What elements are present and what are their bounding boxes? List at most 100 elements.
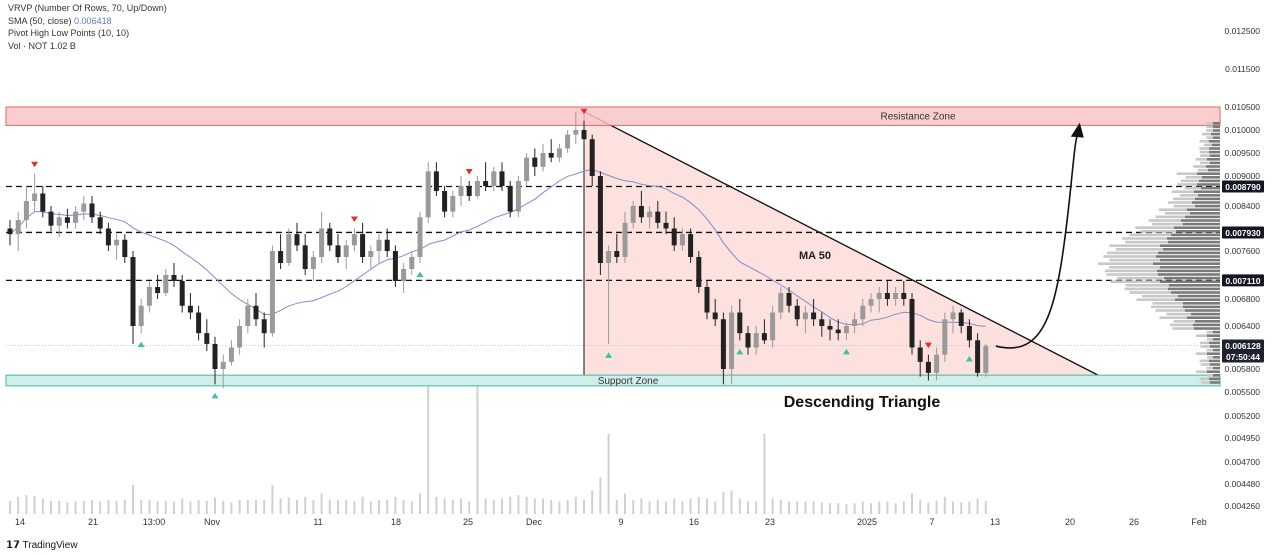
profile-bar-up bbox=[1103, 255, 1156, 258]
volume-bar bbox=[763, 434, 766, 514]
candle-body bbox=[638, 206, 644, 218]
volume-bar bbox=[91, 500, 93, 514]
candle-body bbox=[876, 293, 882, 299]
profile-bar-down bbox=[1187, 208, 1220, 211]
candle-body bbox=[130, 257, 136, 326]
profile-bar-up bbox=[1196, 352, 1207, 355]
volume-bar bbox=[394, 496, 397, 514]
profile-bar-up bbox=[1125, 240, 1168, 244]
indicator-legend: VRVP (Number Of Rows, 70, Up/Down) SMA (… bbox=[8, 2, 167, 52]
profile-bar-down bbox=[1169, 284, 1220, 287]
volume-bar bbox=[197, 500, 200, 514]
tradingview-logo[interactable]: 𝟭𝟳 TradingView bbox=[6, 540, 78, 551]
profile-bar-up bbox=[1115, 248, 1163, 251]
candle-body bbox=[827, 326, 833, 330]
volume-bar bbox=[574, 496, 577, 514]
candle-body bbox=[556, 148, 562, 158]
profile-bar-down bbox=[1181, 219, 1220, 222]
candle-body bbox=[56, 217, 62, 226]
volume-bar bbox=[123, 500, 126, 514]
profile-bar-up bbox=[1199, 377, 1209, 381]
profile-bar-down bbox=[1176, 230, 1220, 233]
candle-body bbox=[466, 186, 472, 196]
volume-bar bbox=[542, 498, 544, 514]
profile-bar-up bbox=[1109, 258, 1160, 262]
profile-bar-down bbox=[1174, 226, 1220, 229]
profile-bar-down bbox=[1183, 305, 1220, 309]
profile-bar-up bbox=[1200, 161, 1210, 165]
profile-bar-up bbox=[1180, 179, 1199, 183]
volume-bar bbox=[222, 500, 225, 514]
candle-body bbox=[294, 234, 300, 246]
volume-legend[interactable]: Vol · NOT 1.02 B bbox=[8, 40, 76, 51]
candle-body bbox=[835, 329, 841, 334]
descending-trendline bbox=[583, 111, 1099, 376]
candle-body bbox=[950, 312, 956, 320]
profile-bar-up bbox=[1139, 230, 1176, 233]
profile-bar-down bbox=[1212, 143, 1220, 147]
profile-bar-down bbox=[1213, 338, 1220, 341]
volume-bar bbox=[82, 500, 85, 514]
candle-body bbox=[614, 251, 620, 257]
profile-bar-down bbox=[1208, 168, 1220, 172]
volume-bar bbox=[812, 501, 815, 514]
vrvp-legend[interactable]: VRVP (Number Of Rows, 70, Up/Down) bbox=[8, 3, 167, 13]
pivot-markers bbox=[31, 108, 973, 399]
profile-bar-up bbox=[1172, 327, 1194, 330]
volume-bar bbox=[255, 500, 257, 514]
volume-bar bbox=[33, 496, 36, 514]
candle-body bbox=[934, 354, 940, 373]
profile-bar-up bbox=[1125, 284, 1169, 287]
profile-bar-up bbox=[1202, 132, 1211, 136]
profile-bar-down bbox=[1168, 287, 1220, 291]
profile-bar-down bbox=[1158, 273, 1220, 276]
price-tick-label: 0.010500 bbox=[1225, 102, 1261, 112]
volume-bar bbox=[558, 501, 561, 514]
candle-body bbox=[745, 333, 751, 348]
candle-body bbox=[212, 343, 218, 369]
profile-bar-down bbox=[1211, 132, 1220, 136]
price-axis[interactable]: 0.012500 0.011500 0.010500 0.010000 0.009500… bbox=[1225, 26, 1261, 511]
profile-bar-down bbox=[1213, 348, 1220, 352]
candle-body bbox=[376, 239, 382, 251]
volume-bar bbox=[107, 500, 110, 514]
profile-bar-up bbox=[1151, 222, 1183, 226]
volume-bar bbox=[599, 477, 602, 514]
candle-body bbox=[417, 217, 423, 257]
price-tick-label: 0.009000 bbox=[1225, 171, 1261, 181]
candle-body bbox=[392, 251, 398, 281]
candle-body bbox=[163, 275, 169, 293]
price-tag-bg bbox=[1222, 350, 1264, 363]
candle-body bbox=[753, 333, 759, 348]
volume-bar bbox=[755, 501, 758, 514]
volume-bar bbox=[132, 484, 134, 514]
volume-bar bbox=[353, 501, 356, 514]
price-tick-label: 0.010000 bbox=[1225, 125, 1261, 135]
volume-bar bbox=[443, 498, 446, 514]
candle-body bbox=[73, 211, 79, 223]
pivot-low-icon bbox=[137, 341, 145, 348]
profile-bar-down bbox=[1160, 258, 1220, 262]
candle-body bbox=[196, 312, 202, 334]
volume-bar bbox=[878, 501, 881, 514]
pivot-high-icon bbox=[580, 108, 588, 115]
volume-bar bbox=[181, 498, 184, 514]
sma-legend[interactable]: SMA (50, close) 0.006418 bbox=[8, 15, 167, 28]
price-tick-label: 0.008400 bbox=[1225, 201, 1261, 211]
ma-50-label: MA 50 bbox=[799, 250, 831, 262]
candle-body bbox=[573, 130, 579, 135]
candle-body bbox=[909, 299, 915, 348]
volume-bar bbox=[935, 500, 938, 514]
candle-body bbox=[761, 333, 767, 341]
profile-bar-up bbox=[1176, 172, 1197, 175]
candle-body bbox=[114, 239, 120, 246]
candles bbox=[7, 111, 989, 389]
time-axis[interactable]: 14 21 13:00 Nov 11 18 25 Dec 9 16 23 2025 7 13 20 26 Feb bbox=[15, 517, 1207, 527]
candle-body bbox=[458, 186, 464, 196]
candle-body bbox=[737, 312, 743, 334]
profile-bar-up bbox=[1124, 287, 1168, 291]
pivots-legend[interactable]: Pivot High Low Points (10, 10) bbox=[8, 28, 130, 38]
price-tick-label: 0.005800 bbox=[1225, 364, 1261, 374]
volume-bar bbox=[140, 500, 143, 514]
